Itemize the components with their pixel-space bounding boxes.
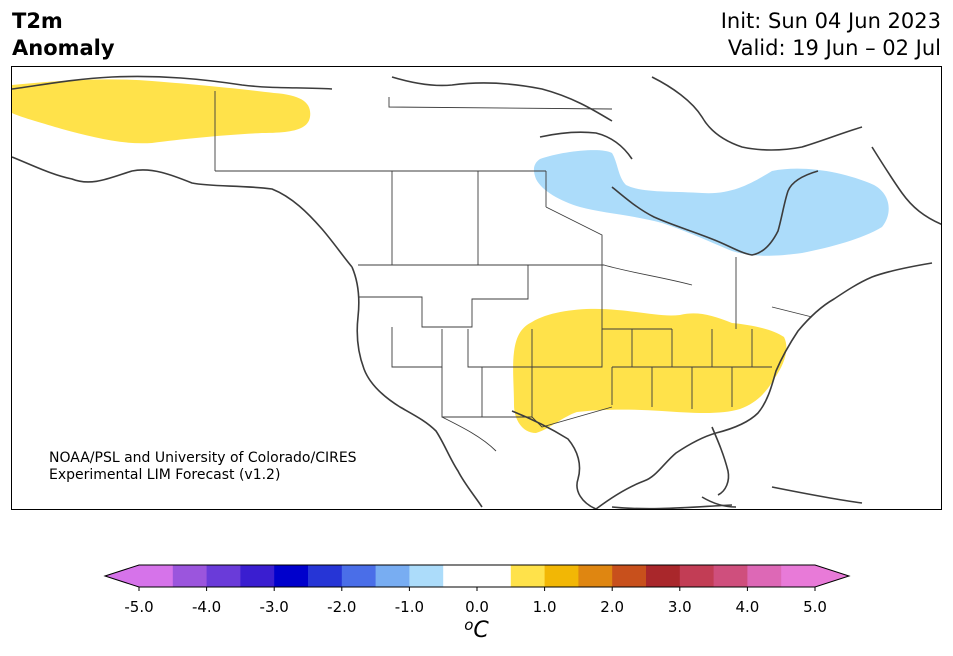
colorbar-segment <box>139 565 174 587</box>
colorbar-tick-label: -5.0 <box>124 598 154 616</box>
colorbar-over-triangle <box>815 565 849 587</box>
colorbar-segment <box>375 565 410 587</box>
colorbar-segment <box>308 565 343 587</box>
colorbar-tick-label: 1.0 <box>532 598 557 616</box>
cool-anomaly-hudson <box>533 150 889 256</box>
colorbar-tick-label: 2.0 <box>600 598 625 616</box>
colorbar-segment <box>172 565 208 587</box>
init-date: Init: Sun 04 Jun 2023 <box>720 9 941 33</box>
map-panel <box>11 66 942 510</box>
political-borders <box>214 91 813 452</box>
colorbar-segment <box>240 565 275 587</box>
colorbar-segment <box>409 565 444 587</box>
title-line-1: T2m <box>12 9 63 33</box>
colorbar-units: oC <box>0 616 953 643</box>
warm-anomaly-us <box>513 308 787 433</box>
colorbar-segment <box>646 565 681 587</box>
units-text: C <box>473 618 489 643</box>
colorbar-segment <box>477 565 512 587</box>
colorbar-segment <box>206 565 241 587</box>
colorbar-under-triangle <box>105 565 139 587</box>
colorbar-segment <box>443 565 478 587</box>
units-superscript: o <box>464 616 474 634</box>
colorbar-tick-label: 5.0 <box>803 598 827 616</box>
warm-anomaly-alaska <box>12 79 311 144</box>
credit-line-1: NOAA/PSL and University of Colorado/CIRE… <box>49 450 357 466</box>
colorbar-segment <box>510 565 546 587</box>
colorbar-segment <box>274 565 309 587</box>
colorbar-segment <box>544 565 579 587</box>
map-title: T2m Anomaly <box>12 8 115 62</box>
colorbar-tick-label: 0.0 <box>465 598 489 616</box>
colorbar-segment <box>612 565 647 587</box>
valid-date: Valid: 19 Jun – 02 Jul <box>727 36 941 60</box>
colorbar-tick-label: 3.0 <box>667 598 692 616</box>
colorbar <box>0 560 953 600</box>
credit-text: NOAA/PSL and University of Colorado/CIRE… <box>49 450 357 484</box>
coastlines <box>12 75 941 509</box>
colorbar-tick-label: -2.0 <box>327 598 357 616</box>
colorbar-segment <box>679 565 715 587</box>
colorbar-segment <box>341 565 377 587</box>
north-america-map <box>12 75 941 509</box>
colorbar-tick-label: -1.0 <box>394 598 425 616</box>
colorbar-segment <box>713 565 748 587</box>
title-line-2: Anomaly <box>12 36 115 60</box>
colorbar-segment <box>747 565 782 587</box>
colorbar-tick-label: -4.0 <box>191 598 222 616</box>
colorbar-segment <box>578 565 613 587</box>
credit-line-2: Experimental LIM Forecast (v1.2) <box>49 467 281 483</box>
colorbar-tick-label: 4.0 <box>735 598 760 616</box>
colorbar-segment <box>781 565 816 587</box>
colorbar-tick-labels: -5.0 -4.0 -3.0 -2.0 -1.0 0.0 1.0 2.0 3.0 4.0 5.0 <box>0 598 953 618</box>
forecast-dates: Init: Sun 04 Jun 2023 Valid: 19 Jun – 02… <box>721 8 941 62</box>
colorbar-graphic <box>103 564 851 591</box>
colorbar-tick-label: -3.0 <box>259 598 289 616</box>
